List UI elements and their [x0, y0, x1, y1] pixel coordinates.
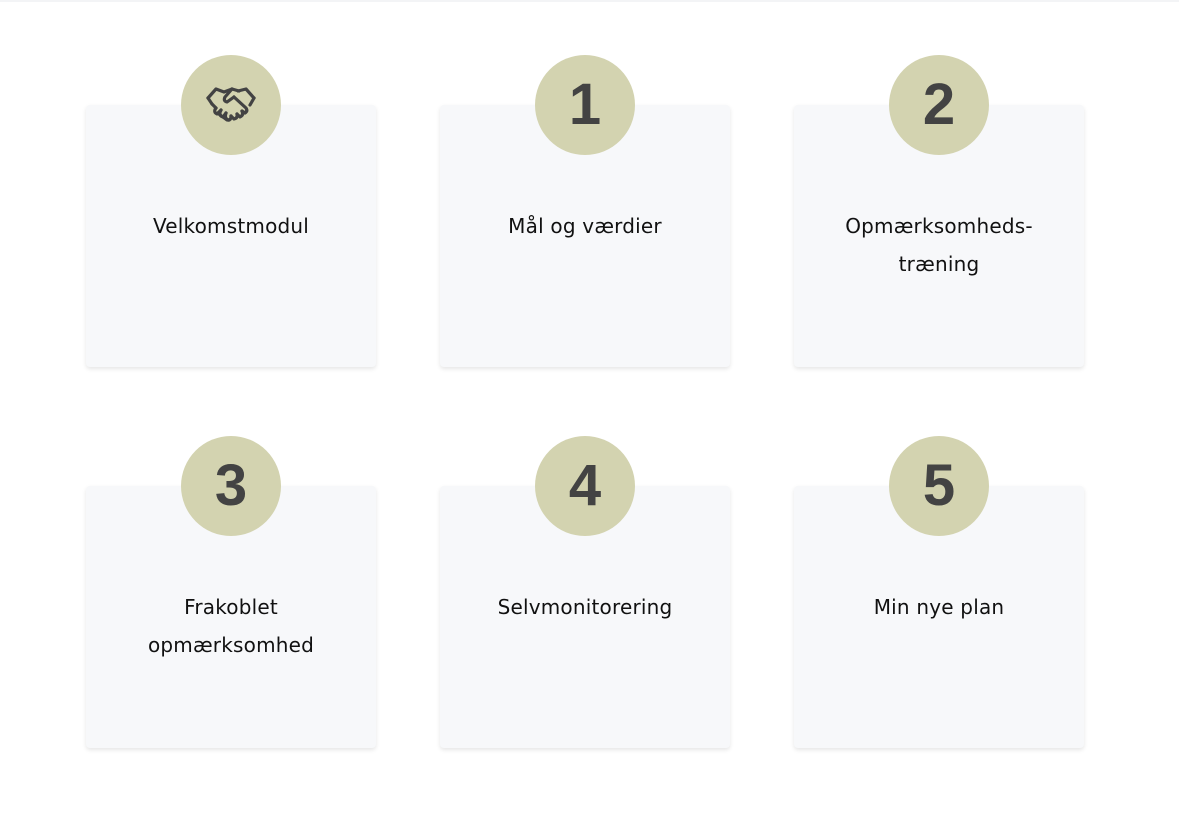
module-title: Mål og værdier [508, 214, 662, 238]
module-5[interactable]: Min nye plan 5 [794, 436, 1084, 748]
module-title: Min nye plan [873, 595, 1005, 619]
module-title-line-1: Opmærksomheds- [845, 214, 1033, 238]
top-divider [0, 0, 1179, 2]
module-badge: 1 [535, 55, 635, 155]
module-number: 5 [922, 453, 956, 518]
module-card[interactable]: Mål og værdier [440, 105, 730, 367]
module-number: 3 [214, 453, 248, 518]
module-title: Frakoblet opmærksomhed [147, 595, 315, 657]
module-number: 2 [922, 72, 956, 137]
module-4[interactable]: Selvmonitorering 4 [440, 436, 730, 748]
module-1[interactable]: Mål og værdier 1 [440, 55, 730, 367]
module-welcome[interactable]: Velkomstmodul [86, 55, 376, 367]
module-badge: 4 [535, 436, 635, 536]
module-title: Opmærksomheds- træning [814, 207, 1064, 283]
module-title: Selvmonitorering [497, 595, 673, 619]
handshake-icon [206, 87, 256, 122]
module-badge [181, 55, 281, 155]
module-badge: 5 [889, 436, 989, 536]
module-badge: 3 [181, 436, 281, 536]
module-title: Velkomstmodul [152, 214, 310, 238]
module-3[interactable]: Frakoblet opmærksomhed 3 [86, 436, 376, 748]
module-badge: 2 [889, 55, 989, 155]
module-title-line-2: træning [898, 252, 980, 276]
module-number: 4 [568, 453, 602, 518]
module-number: 1 [568, 72, 602, 137]
module-2[interactable]: Opmærksomheds- træning 2 [794, 55, 1084, 367]
module-card[interactable]: Frakoblet opmærksomhed [86, 486, 376, 748]
